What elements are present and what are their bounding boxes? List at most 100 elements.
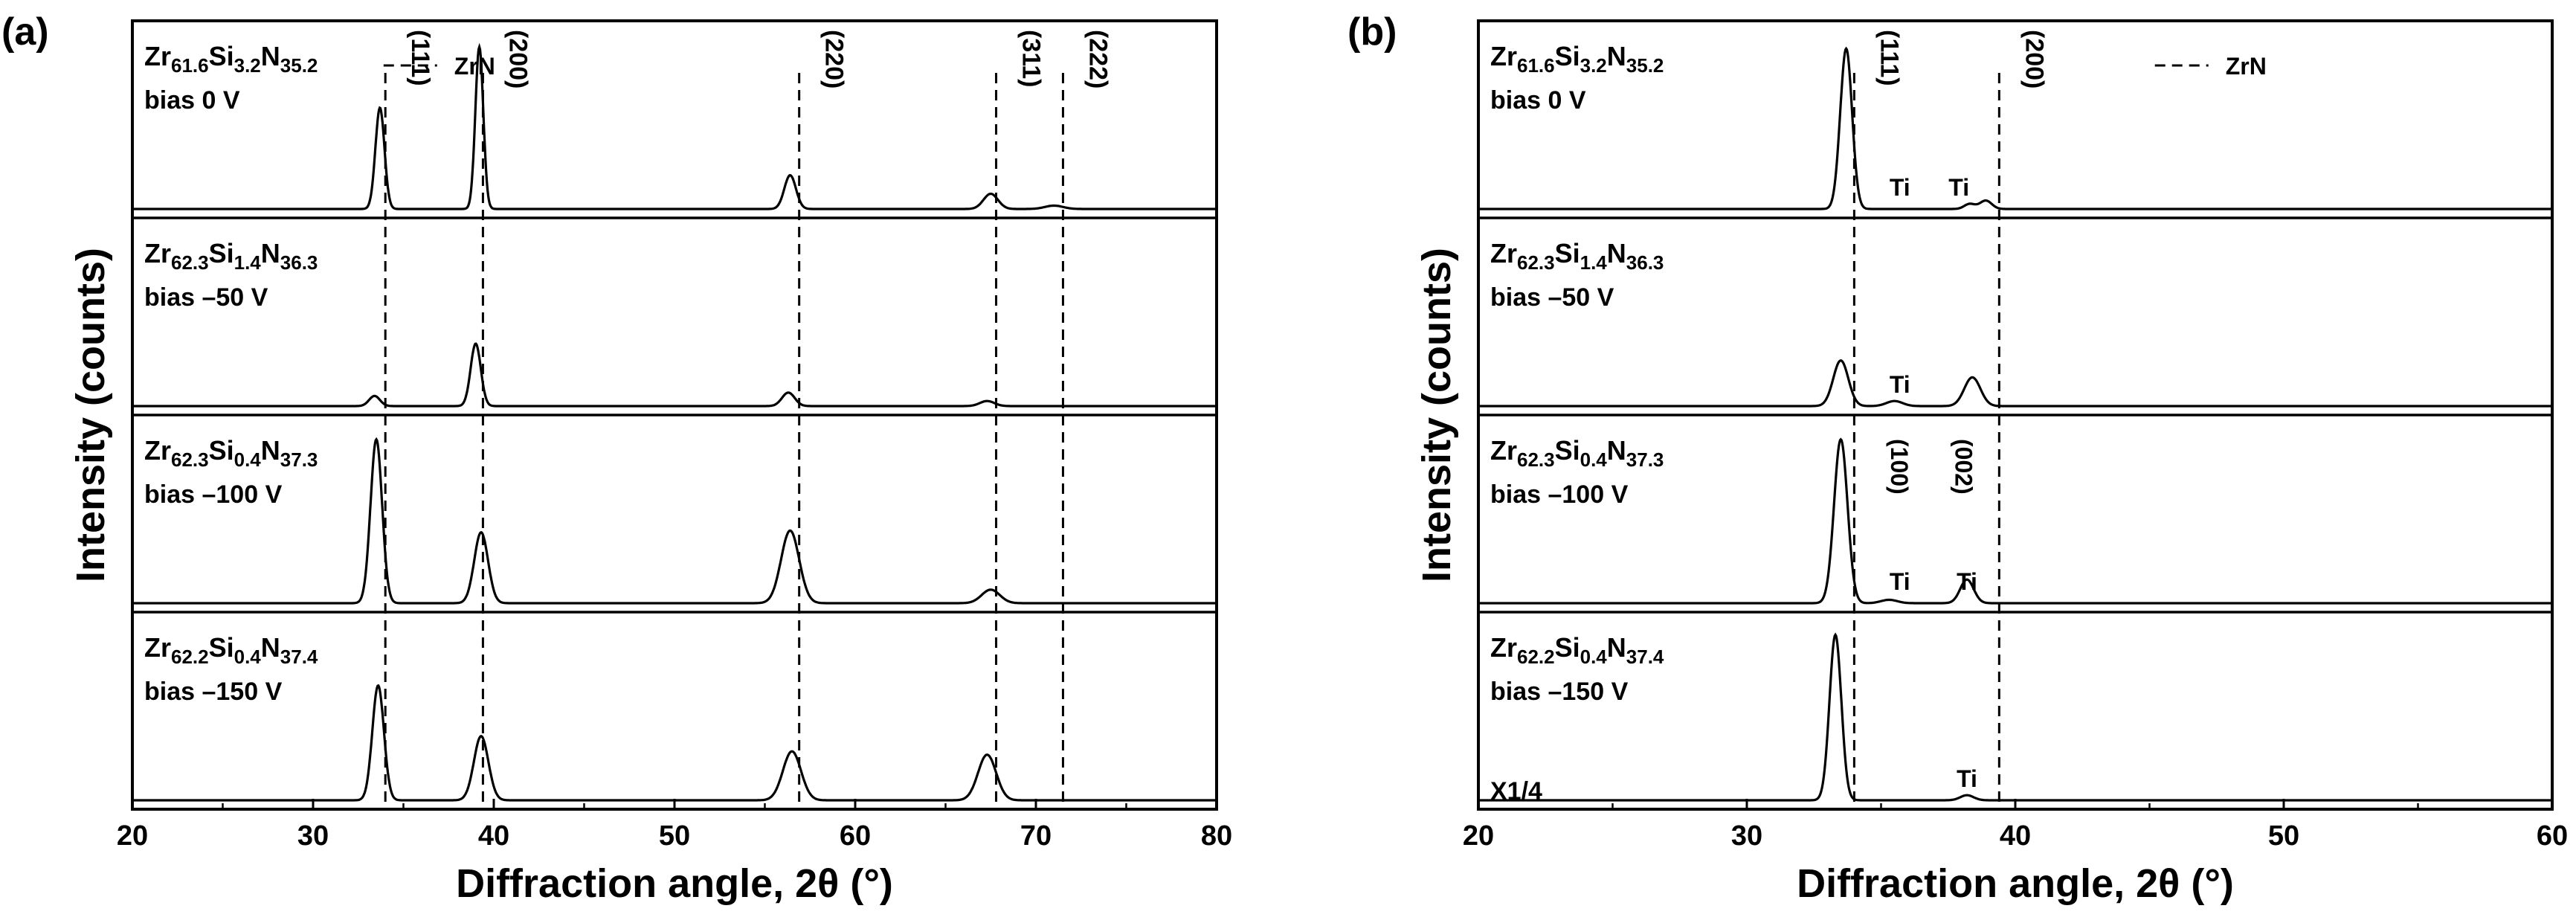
panel-a-xtick-label-5: 70 (1020, 820, 1052, 852)
panel-a-letter: (a) (1, 10, 49, 54)
panel-b-chart: (b)Intensity (counts)(111) (200) ZrNZr61.6… (1347, 10, 2568, 906)
panel-a-xtick-label-0: 20 (117, 820, 148, 852)
panel-b-series-0-formula-si-sub: 3.2 (1580, 54, 1607, 77)
panel-a-ref-label-2: (220) (820, 30, 849, 89)
panel-b-series-0-formula-si: Si (1555, 41, 1580, 71)
panel-b-series-2-formula-zr: Zr (1490, 435, 1517, 466)
panel-a-series-3-formula-zr-sub: 62.2 (171, 646, 209, 668)
panel-a-series-0-formula-zr-sub: 61.6 (171, 54, 209, 77)
panel-a-legend-label: ZrN (454, 53, 495, 80)
panel-a-ref-label-3: (311) (1017, 30, 1046, 88)
panel-b-series-3-annot-0: Ti (1957, 765, 1977, 792)
panel-b-series-0-annot-0: Ti (1890, 174, 1910, 201)
panel-b-series-0-bias: bias 0 V (1490, 86, 1586, 115)
panel-b-ref-label-0: (111) (1875, 30, 1903, 86)
panel-a-ref-label-4: (222) (1083, 30, 1112, 89)
panel-a-xtick-label-1: 30 (297, 820, 329, 852)
panel-b-series-2-formula-zr-sub: 62.3 (1517, 448, 1555, 471)
panel-a-series-2-formula-n-sub: 37.3 (280, 448, 318, 471)
panel-a-series-1-bias: bias –50 V (144, 283, 268, 312)
panel-b-series-0-curve (1478, 46, 2552, 210)
panel-b-series-3-formula-si-sub: 0.4 (1580, 646, 1608, 668)
panel-a-series-3-formula-zr: Zr (144, 632, 171, 663)
panel-b-series-3-formula: Zr62.2Si0.4N37.4 (1490, 632, 1664, 668)
panel-b-series-1-formula: Zr62.3Si1.4N36.3 (1490, 238, 1664, 274)
panel-b-series-1-formula-si: Si (1555, 238, 1580, 268)
panel-a-series-0-formula-n: N (261, 41, 280, 71)
panel-b-ylabel: Intensity (counts) (1414, 248, 1459, 582)
panel-b-series-2-bias: bias –100 V (1490, 480, 1629, 509)
panel-b-series-0-formula-n-sub: 35.2 (1626, 54, 1664, 77)
panel-a-series-3-formula-si-sub: 0.4 (234, 646, 262, 668)
panel-a-series-3-curve (132, 684, 1217, 802)
panel-b-series-0-formula-zr: Zr (1490, 41, 1517, 71)
panel-a-series-3-formula: Zr62.2Si0.4N37.4 (144, 632, 318, 668)
panel-a-series-0-formula-si: Si (209, 41, 234, 71)
panel-b-xtick-label-2: 40 (2000, 820, 2031, 852)
panel-a-series-3-formula-n: N (261, 632, 280, 663)
panel-b-series-3-formula-zr-sub: 62.2 (1517, 646, 1555, 668)
panel-b-xtick-label-3: 50 (2268, 820, 2299, 852)
panel-a-ref-label-1: (200) (503, 30, 532, 89)
panel-a-series-1-formula-zr-sub: 62.3 (171, 251, 209, 274)
panel-a-xlabel: Diffraction angle, 2θ (°) (456, 861, 893, 906)
panel-b-series-2-curve (1478, 437, 2552, 605)
panel-a-series-0-curve (132, 42, 1217, 210)
panel-b-ref-label-1: (200) (2020, 30, 2048, 89)
panel-b-series-1-formula-si-sub: 1.4 (1580, 251, 1608, 274)
panel-b-series-0-formula: Zr61.6Si3.2N35.2 (1490, 41, 1664, 77)
panel-a-series-1-formula-n-sub: 36.3 (280, 251, 318, 274)
panel-b-series-3-scale-note: X1/4 (1490, 777, 1542, 805)
panel-b-series-2-formula-n-sub: 37.3 (1626, 448, 1664, 471)
panel-a-series-1-formula-n: N (261, 238, 280, 268)
panel-b-series-3-bias: bias –150 V (1490, 678, 1629, 706)
panel-a-series-2-formula-zr-sub: 62.3 (171, 448, 209, 471)
panel-b-letter: (b) (1347, 10, 1397, 54)
panel-b-series-1-formula-n-sub: 36.3 (1626, 251, 1664, 274)
panel-a-series-1-formula-si-sub: 1.4 (234, 251, 262, 274)
panel-a-series-0-formula-n-sub: 35.2 (280, 54, 318, 77)
panel-b-xtick-label-1: 30 (1731, 820, 1762, 852)
panel-b-xtick-label-4: 60 (2537, 820, 2568, 852)
panel-a-series-1-formula-zr: Zr (144, 238, 171, 268)
panel-b-series-2-annot-1: Ti (1957, 568, 1977, 595)
panel-b-series-2-annot-0: Ti (1890, 568, 1910, 595)
panel-a-series-0-formula: Zr61.6Si3.2N35.2 (144, 41, 318, 77)
panel-b-legend-label: ZrN (2226, 53, 2267, 80)
panel-b-series-3-formula-si: Si (1555, 632, 1580, 663)
panel-a-chart: (a) Intensity (counts) (111) (200) (220) (311… (1, 10, 1232, 906)
panel-a-ylabel: Intensity (counts) (68, 248, 113, 582)
panel-b-series-3-formula-n: N (1607, 632, 1626, 663)
panel-a-series-2-bias: bias –100 V (144, 480, 283, 509)
panel-a-series-3-formula-si: Si (209, 632, 234, 663)
panel-b-series-0-annot-1: Ti (1948, 174, 1969, 201)
panel-a-series-2-formula-zr: Zr (144, 435, 171, 466)
panel-a-series-0-formula-zr: Zr (144, 41, 171, 71)
panel-b-xtick-label-0: 20 (1463, 820, 1494, 852)
panel-b-series-2-formula-si: Si (1555, 435, 1580, 466)
panel-a-xtick-label-6: 80 (1201, 820, 1232, 852)
panel-b-series-1-bias: bias –50 V (1490, 283, 1614, 312)
panel-b-series-0-formula-n: N (1607, 41, 1626, 71)
panel-b-xlabel: Diffraction angle, 2θ (°) (1797, 861, 2234, 906)
panel-b-series-2-annot-3: (002) (1950, 439, 1977, 495)
panel-b-series-2-formula: Zr62.3Si0.4N37.3 (1490, 435, 1664, 471)
panel-b-series-2-formula-si-sub: 0.4 (1580, 448, 1608, 471)
panel-a-series-1-curve (132, 342, 1217, 408)
panel-a-xtick-label-3: 50 (659, 820, 690, 852)
panel-a-series-0-formula-si-sub: 3.2 (234, 54, 261, 77)
panel-a-series-2-formula-si-sub: 0.4 (234, 448, 262, 471)
panel-a-series-2-formula-n: N (261, 435, 280, 466)
panel-a-series-2-formula: Zr62.3Si0.4N37.3 (144, 435, 318, 471)
panel-a-series-1-formula: Zr62.3Si1.4N36.3 (144, 238, 318, 274)
panel-b-series-0-formula-zr-sub: 61.6 (1517, 54, 1555, 77)
panel-b-series-1-formula-n: N (1607, 238, 1626, 268)
panel-a-series-2-curve (132, 437, 1217, 605)
panel-a-xtick-label-4: 60 (840, 820, 871, 852)
panel-b-series-1-annot-0: Ti (1890, 371, 1910, 398)
panel-a-series-2-formula-si: Si (209, 435, 234, 466)
panel-a-series-1-formula-si: Si (209, 238, 234, 268)
panel-b-series-1-curve (1478, 359, 2552, 408)
panel-a-series-3-bias: bias –150 V (144, 678, 283, 706)
